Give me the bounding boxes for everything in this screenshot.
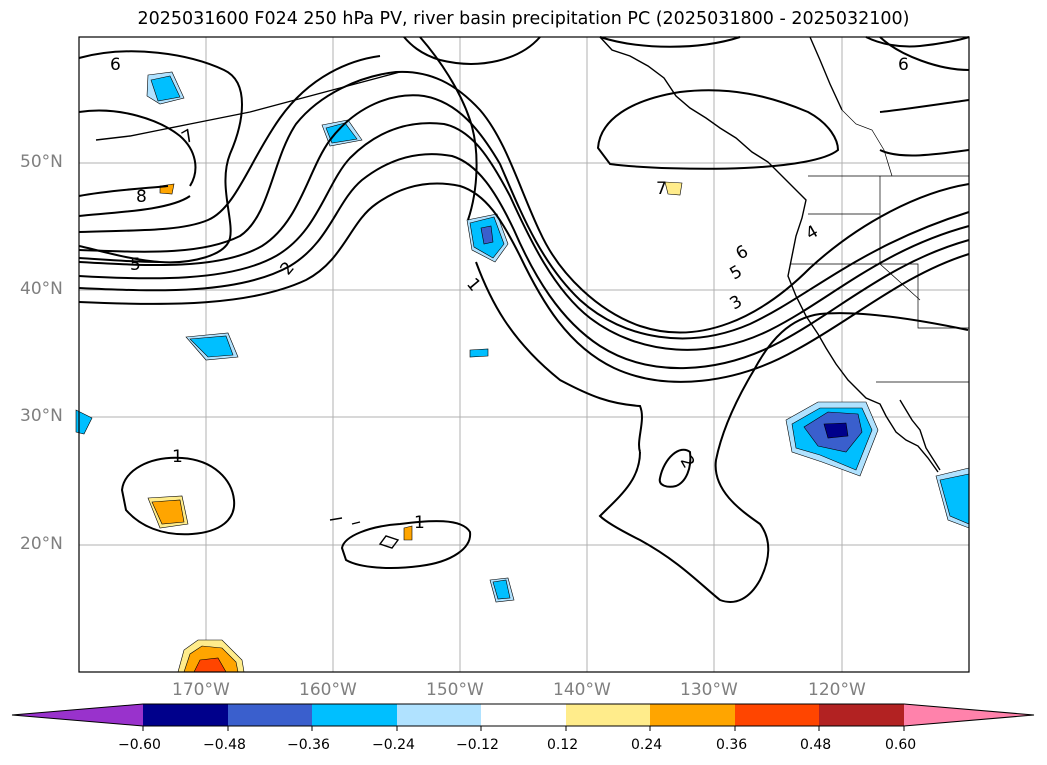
lat-label-50n: 50°N (20, 152, 63, 172)
coastline-alaska-panhandle (809, 36, 843, 111)
colorbar-tick-label: −0.24 (372, 737, 415, 753)
map-frame (78, 36, 970, 673)
borders (790, 109, 969, 383)
contour-line (419, 36, 478, 221)
colorbar-over-arrow (904, 704, 1034, 726)
colorbar-under-arrow (12, 704, 143, 726)
contour-label: 6 (110, 55, 121, 75)
contour-label: 8 (136, 187, 147, 207)
coastline-baja-inner (899, 399, 941, 471)
precip-blob (403, 525, 413, 541)
precip-shading (75, 71, 970, 673)
lon-label-170w: 170°W (172, 680, 230, 700)
precip-blob (469, 348, 489, 358)
contour-line (78, 109, 197, 187)
colorbar-bin (735, 704, 820, 726)
colorbar-tick-label: −0.48 (203, 737, 246, 753)
precip-blob (823, 422, 849, 439)
colorbar-ticks (142, 726, 905, 731)
colorbar-tick-label: 0.36 (716, 737, 748, 753)
colorbar-bin (650, 704, 736, 726)
contour-line (879, 149, 970, 157)
lon-label-150w: 150°W (426, 680, 484, 700)
border-canada-alaska (841, 109, 893, 177)
contour-line (120, 456, 236, 536)
precip-blob (150, 75, 181, 102)
colorbar-tick-label: 0.48 (800, 737, 832, 753)
contour-line (879, 99, 970, 113)
figure-title: 2025031600 F024 250 hPa PV, river basin … (137, 9, 910, 29)
pv-contours (78, 36, 970, 603)
contour-line (340, 520, 472, 569)
colorbar-tick-label: 0.24 (631, 737, 663, 753)
contour-line (599, 36, 741, 48)
colorbar-tick-label: 0.60 (885, 737, 917, 753)
lat-label-30n: 30°N (20, 406, 63, 426)
contour-line (879, 36, 970, 71)
colorbar-bin (143, 704, 229, 726)
precip-blob (189, 335, 234, 358)
colorbar-tick-label: 0.12 (547, 737, 579, 753)
contour-line (658, 448, 692, 488)
contour-line (78, 55, 381, 233)
contour-line (78, 185, 169, 197)
colorbar-tick-label: −0.36 (287, 737, 330, 753)
contour-label: 5 (130, 255, 141, 275)
contour-line (78, 122, 970, 351)
colorbar-bin (228, 704, 313, 726)
contour-line (403, 36, 541, 65)
contour-line (78, 182, 970, 383)
graticule (79, 37, 969, 672)
colorbar-bin (397, 704, 482, 726)
contour-label: 6 (898, 55, 909, 75)
precip-blob (325, 122, 358, 144)
colorbar-bin (566, 704, 651, 726)
colorbar (11, 703, 1035, 731)
precip-blob (492, 579, 511, 600)
map-panel: 6 7 8 5 2 1 1 2 1 7 6 5 4 3 6 (75, 36, 970, 673)
contour-line (865, 36, 970, 48)
colorbar-bin (481, 704, 567, 726)
lon-label-120w: 120°W (808, 680, 866, 700)
coastline-hawaii (329, 517, 400, 549)
contour-line (78, 153, 970, 370)
lat-label-20n: 20°N (20, 534, 63, 554)
precip-blob (664, 181, 683, 196)
contour-line (78, 195, 191, 217)
contour-line (475, 261, 643, 453)
contour-label: 1 (172, 447, 183, 467)
precip-blob (75, 409, 93, 435)
contour-line (596, 89, 840, 170)
contour-label: 7 (656, 179, 667, 199)
lat-label-40n: 40°N (20, 279, 63, 299)
contour-label: 1 (414, 513, 425, 533)
coastline-north-america (599, 36, 939, 473)
precip-blob (151, 499, 185, 525)
contour-line (78, 94, 970, 340)
lon-label-130w: 130°W (680, 680, 738, 700)
colorbar-bin (312, 704, 398, 726)
colorbar-tick-label: −0.60 (118, 737, 161, 753)
precip-blob (480, 225, 494, 245)
lon-label-160w: 160°W (299, 680, 357, 700)
contour-line (598, 312, 969, 603)
contour-line (78, 257, 161, 263)
colorbar-bin (819, 704, 905, 726)
border-states (879, 176, 969, 329)
lon-label-140w: 140°W (553, 680, 611, 700)
colorbar-tick-label: −0.12 (456, 737, 499, 753)
contour-line (78, 70, 970, 334)
